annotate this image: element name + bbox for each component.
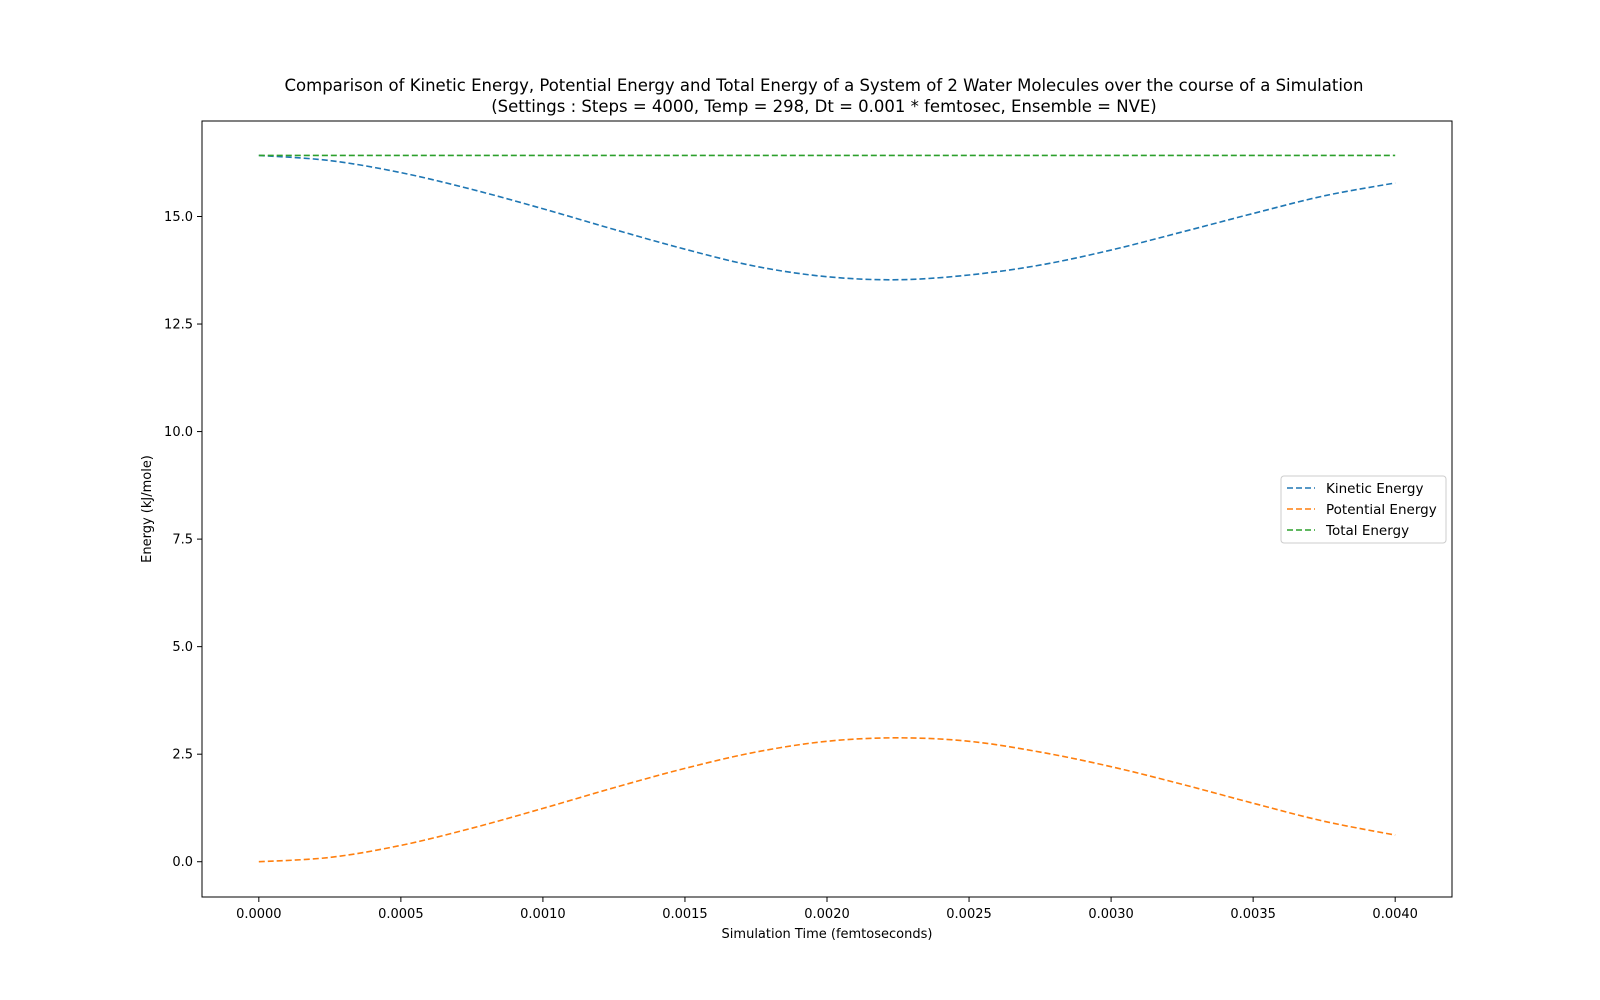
kinetic-energy-line: [258, 154, 1396, 281]
chart-title: Comparison of Kinetic Energy, Potential …: [285, 76, 1364, 95]
y-tick-label: 2.5: [172, 748, 193, 763]
legend-label: Kinetic Energy: [1326, 481, 1424, 497]
legend-item-kinetic-energy: Kinetic Energy: [1287, 481, 1424, 497]
x-tick-label: 0.0005: [378, 907, 424, 922]
x-tick-label: 0.0000: [236, 907, 282, 922]
y-tick-label: 12.5: [164, 318, 193, 333]
x-tick-label: 0.0040: [1372, 907, 1418, 922]
x-tick-label: 0.0030: [1088, 907, 1134, 922]
y-tick-label: 7.5: [172, 533, 193, 548]
y-tick-label: 15.0: [164, 210, 193, 225]
x-tick-label: 0.0020: [804, 907, 850, 922]
legend: Kinetic Energy Potential Energy Total Ener…: [1280, 475, 1447, 544]
legend-item-total-energy: Total Energy: [1287, 523, 1409, 539]
x-axis: 0.0000 0.0005 0.0010 0.0015 0.0020 0.0025 0.00…: [236, 897, 1418, 922]
x-tick-label: 0.0035: [1230, 907, 1276, 922]
y-tick-label: 0.0: [172, 855, 193, 870]
y-axis: 0.0 2.5 5.0 7.5 10.0 12.5 15.0: [164, 210, 202, 870]
y-axis-label: Energy (kJ/mole): [140, 455, 155, 563]
legend-label: Potential Energy: [1326, 502, 1437, 518]
plot-frame: [201, 120, 1453, 898]
y-tick-label: 5.0: [172, 640, 193, 655]
x-tick-label: 0.0025: [946, 907, 992, 922]
potential-energy-line: [258, 737, 1396, 863]
y-tick-label: 10.0: [164, 425, 193, 440]
legend-box: [1280, 475, 1447, 544]
legend-label: Total Energy: [1325, 523, 1409, 539]
x-axis-label: Simulation Time (femtoseconds): [722, 927, 933, 942]
series-lines: [258, 154, 1396, 863]
x-tick-label: 0.0010: [520, 907, 566, 922]
chart-subtitle: (Settings : Steps = 4000, Temp = 298, Dt…: [491, 97, 1157, 116]
legend-item-potential-energy: Potential Energy: [1287, 502, 1437, 518]
x-tick-label: 0.0015: [662, 907, 708, 922]
